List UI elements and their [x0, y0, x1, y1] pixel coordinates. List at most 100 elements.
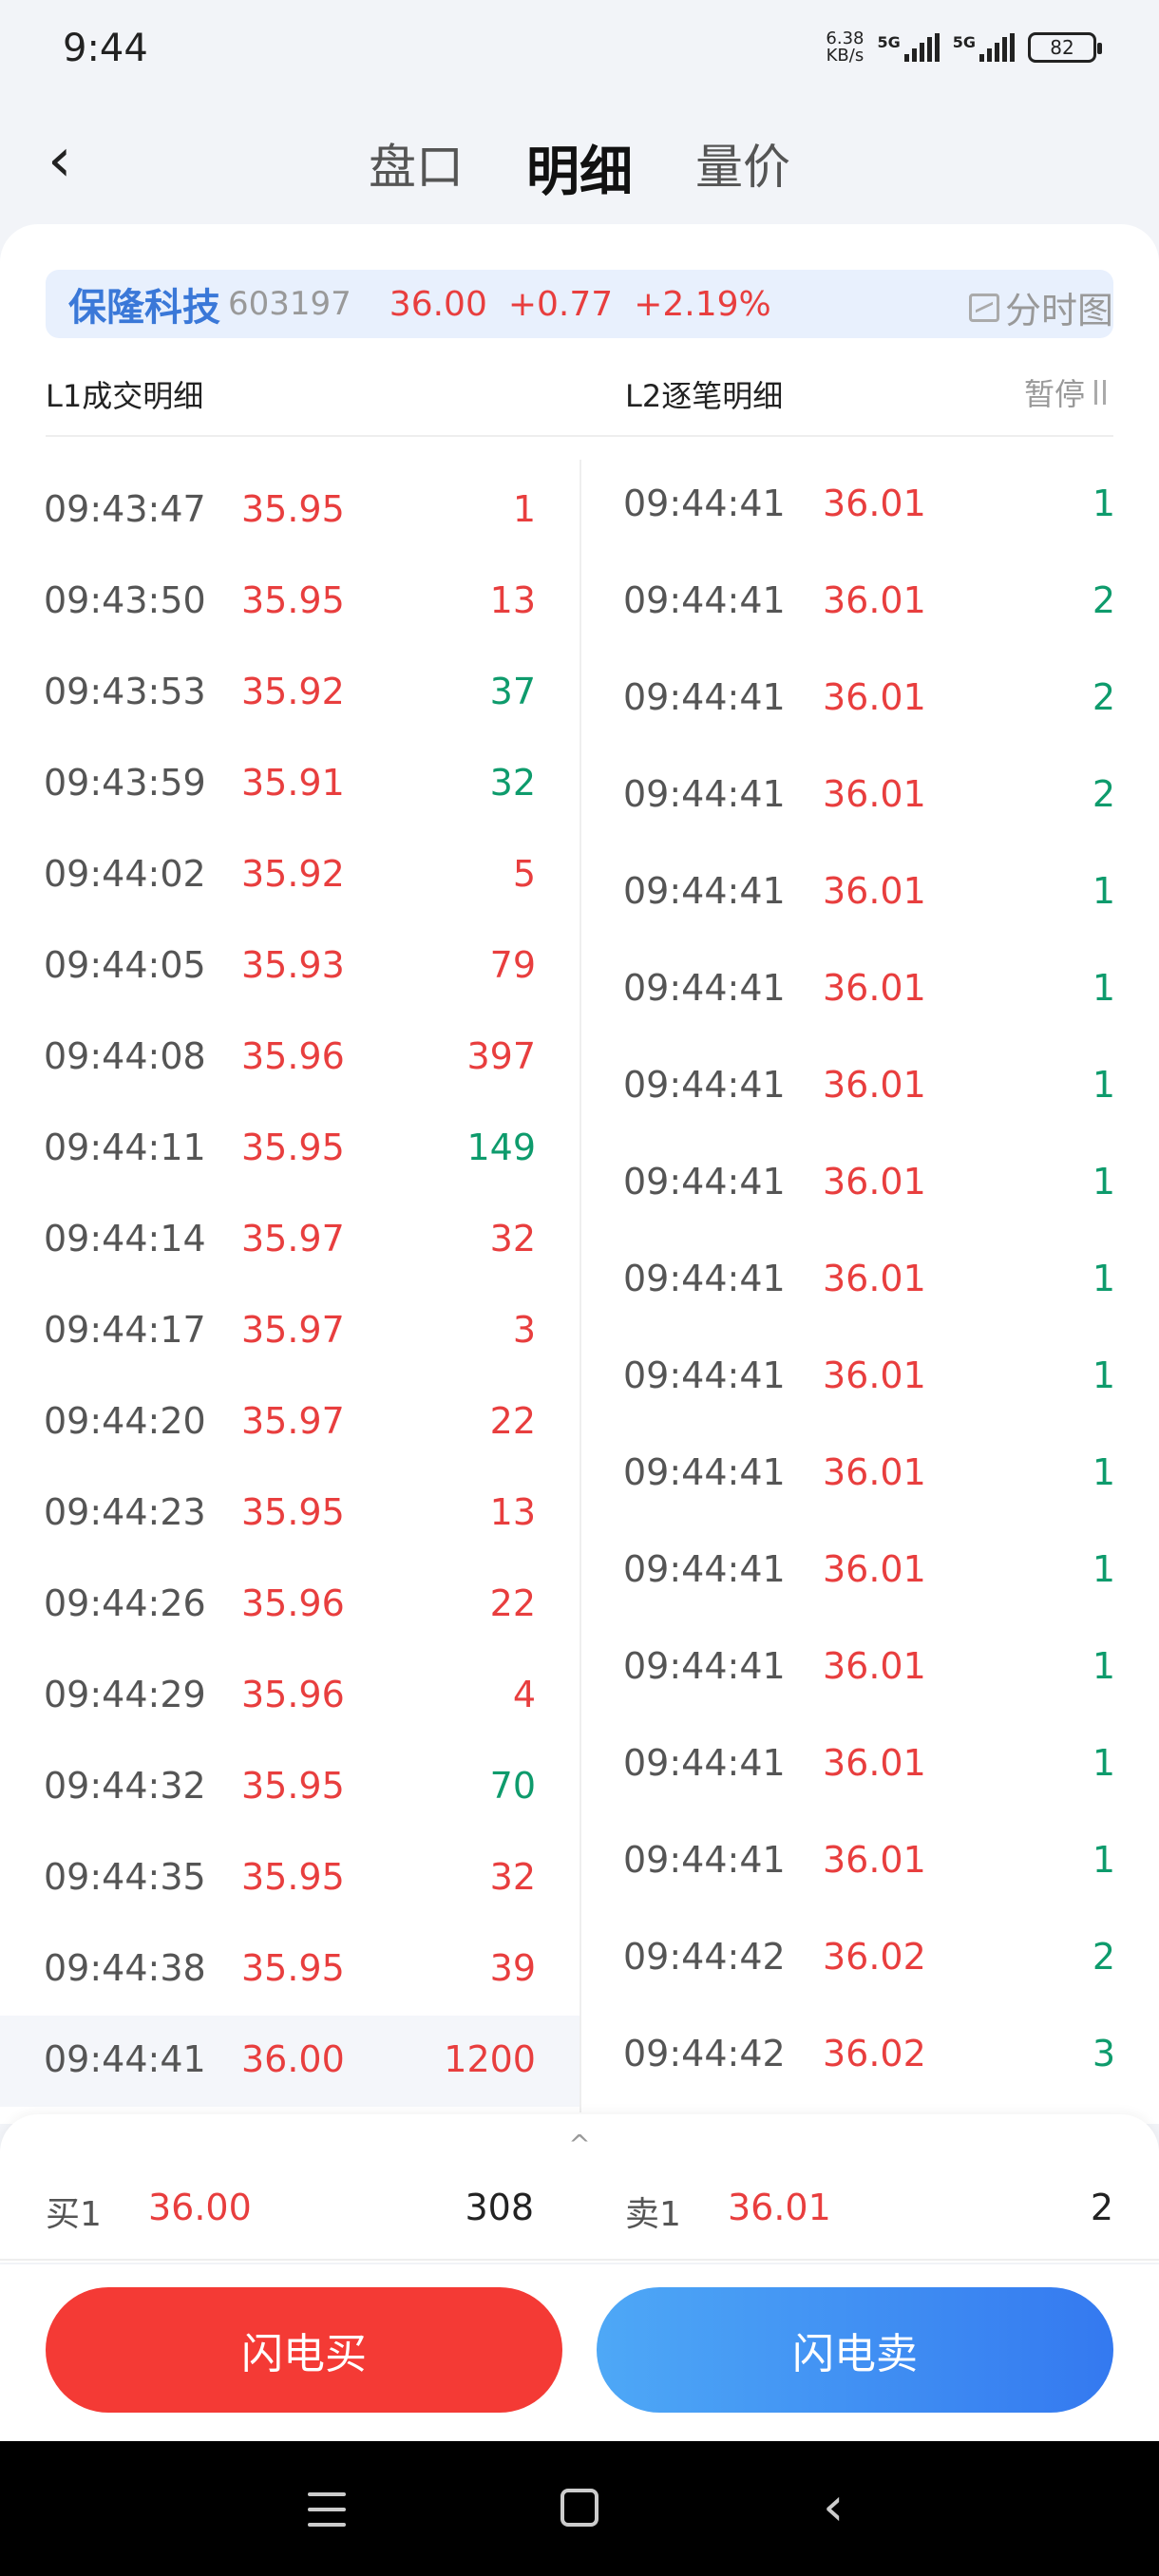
trade-volume: 149	[466, 1127, 536, 1168]
battery-level: 82	[1050, 36, 1074, 59]
list-item: 09:44:41 36.01 2	[581, 653, 1159, 750]
signal-5g-icon: 5G	[877, 33, 940, 62]
trade-time: 09:44:02	[44, 853, 206, 895]
trade-volume: 1	[1092, 1064, 1115, 1106]
l2-trade-list[interactable]: 09:44:41 36.01 1 09:44:41 36.01 2 09:44:41 36.0…	[581, 460, 1159, 2107]
list-item: 09:44:17 35.97 3	[0, 1286, 580, 1377]
signal-bars-icon	[903, 33, 940, 62]
list-item: 09:44:41 36.01 2	[581, 557, 1159, 653]
line-chart-icon	[968, 293, 999, 322]
trade-price: 36.01	[823, 1839, 926, 1881]
trade-price: 36.01	[823, 1161, 926, 1203]
trade-price: 35.91	[241, 762, 345, 804]
trade-price: 35.97	[241, 1400, 345, 1442]
trade-volume: 32	[489, 1218, 536, 1260]
trade-time: 09:44:42	[623, 1936, 786, 1978]
list-item: 09:44:20 35.97 22	[0, 1377, 580, 1468]
trade-time: 09:43:47	[44, 488, 206, 530]
list-item: 09:44:38 35.95 39	[0, 1924, 580, 2016]
home-icon[interactable]	[560, 2489, 598, 2527]
trade-time: 09:44:41	[623, 579, 786, 621]
signal-bars-icon	[979, 33, 1015, 62]
l1-title: L1成交明细	[46, 378, 204, 414]
flash-buy-button[interactable]: 闪电买	[46, 2287, 562, 2413]
trade-price: 36.01	[823, 1645, 926, 1687]
list-item: 09:44:42 36.02 2	[581, 1913, 1159, 2010]
tab-bar: 盘口 明细 量价	[0, 129, 1159, 206]
stock-code: 603197	[228, 285, 352, 323]
l1-trade-list[interactable]: 09:43:47 35.95 1 09:43:50 35.95 13 09:43:53 35.…	[0, 465, 580, 2107]
trade-price: 35.95	[241, 488, 345, 530]
status-time: 9:44	[63, 27, 148, 70]
list-item: 09:44:41 36.01 1	[581, 1332, 1159, 1429]
list-item: 09:44:42 36.02 3	[581, 2010, 1159, 2107]
list-item: 09:44:41 36.01 1	[581, 944, 1159, 1041]
trade-time: 09:44:08	[44, 1035, 206, 1077]
trade-time: 09:44:41	[623, 967, 786, 1009]
trade-price: 36.01	[823, 1742, 926, 1784]
signal1-label: 5G	[877, 33, 901, 51]
trade-volume: 1200	[444, 2038, 536, 2080]
trade-price: 36.02	[823, 2033, 926, 2074]
trade-time: 09:44:41	[623, 1258, 786, 1299]
trade-volume: 2	[1092, 773, 1115, 815]
trade-price: 36.01	[823, 1451, 926, 1493]
trade-price: 36.01	[823, 1258, 926, 1299]
detail-card: 保隆科技 603197 36.00 +0.77 +2.19% 分时图 L1成交明…	[0, 224, 1159, 2124]
fenshi-button[interactable]: 分时图	[968, 281, 1113, 333]
bid-price: 36.00	[148, 2187, 252, 2228]
trade-time: 09:44:41	[623, 773, 786, 815]
trade-time: 09:44:20	[44, 1400, 206, 1442]
chevron-left-icon[interactable]: ‹	[48, 125, 72, 196]
trade-price: 36.01	[823, 773, 926, 815]
divider	[46, 435, 1113, 437]
list-item: 09:44:32 35.95 70	[0, 1742, 580, 1833]
trade-time: 09:44:41	[44, 2038, 206, 2080]
back-icon[interactable]: ‹	[823, 2476, 845, 2538]
stock-price: 36.00	[389, 284, 487, 324]
fenshi-label: 分时图	[1004, 290, 1113, 331]
trade-volume: 397	[466, 1035, 536, 1077]
stock-name: 保隆科技	[68, 286, 220, 330]
tab-mingxi[interactable]: 明细	[526, 142, 633, 203]
trade-volume: 1	[512, 488, 536, 530]
trade-price: 36.01	[823, 483, 926, 524]
trade-volume: 4	[512, 1674, 536, 1715]
trade-volume: 1	[1092, 1548, 1115, 1590]
trade-time: 09:44:41	[623, 1839, 786, 1881]
trade-volume: 22	[489, 1400, 536, 1442]
list-item: 09:44:14 35.97 32	[0, 1195, 580, 1286]
trade-volume: 22	[489, 1582, 536, 1624]
trade-price: 35.92	[241, 671, 345, 712]
trade-time: 09:44:05	[44, 944, 206, 986]
trade-time: 09:44:41	[623, 1064, 786, 1106]
trade-price: 35.95	[241, 1765, 345, 1807]
trade-volume: 1	[1092, 1161, 1115, 1203]
pause-label: 暂停	[1023, 376, 1085, 412]
pause-button[interactable]: 暂停	[1024, 370, 1106, 414]
trade-price: 35.97	[241, 1218, 345, 1260]
trade-price: 36.00	[241, 2038, 345, 2080]
trade-volume: 70	[489, 1765, 536, 1807]
trade-time: 09:44:38	[44, 1947, 206, 1989]
ask-price: 36.01	[728, 2187, 831, 2228]
trade-price: 35.95	[241, 1127, 345, 1168]
trade-price: 36.01	[823, 1354, 926, 1396]
tab-pankou[interactable]: 盘口	[369, 140, 464, 195]
trade-volume: 3	[512, 1309, 536, 1351]
list-item: 09:44:29 35.96 4	[0, 1651, 580, 1742]
tab-liangjia[interactable]: 量价	[695, 140, 790, 195]
trade-time: 09:43:53	[44, 671, 206, 712]
list-item: 09:44:08 35.96 397	[0, 1013, 580, 1104]
chevron-up-icon[interactable]: ^	[568, 2129, 591, 2160]
list-item: 09:44:02 35.92 5	[0, 830, 580, 921]
trade-volume: 79	[489, 944, 536, 986]
trade-price: 36.01	[823, 579, 926, 621]
trade-volume: 1	[1092, 1451, 1115, 1493]
menu-icon[interactable]	[308, 2492, 346, 2527]
bid-volume: 308	[465, 2187, 534, 2228]
list-item: 09:44:41 36.01 1	[581, 460, 1159, 557]
stock-percent: +2.19%	[634, 284, 771, 324]
list-item: 09:44:41 36.01 1	[581, 1816, 1159, 1913]
flash-sell-button[interactable]: 闪电卖	[597, 2287, 1113, 2413]
